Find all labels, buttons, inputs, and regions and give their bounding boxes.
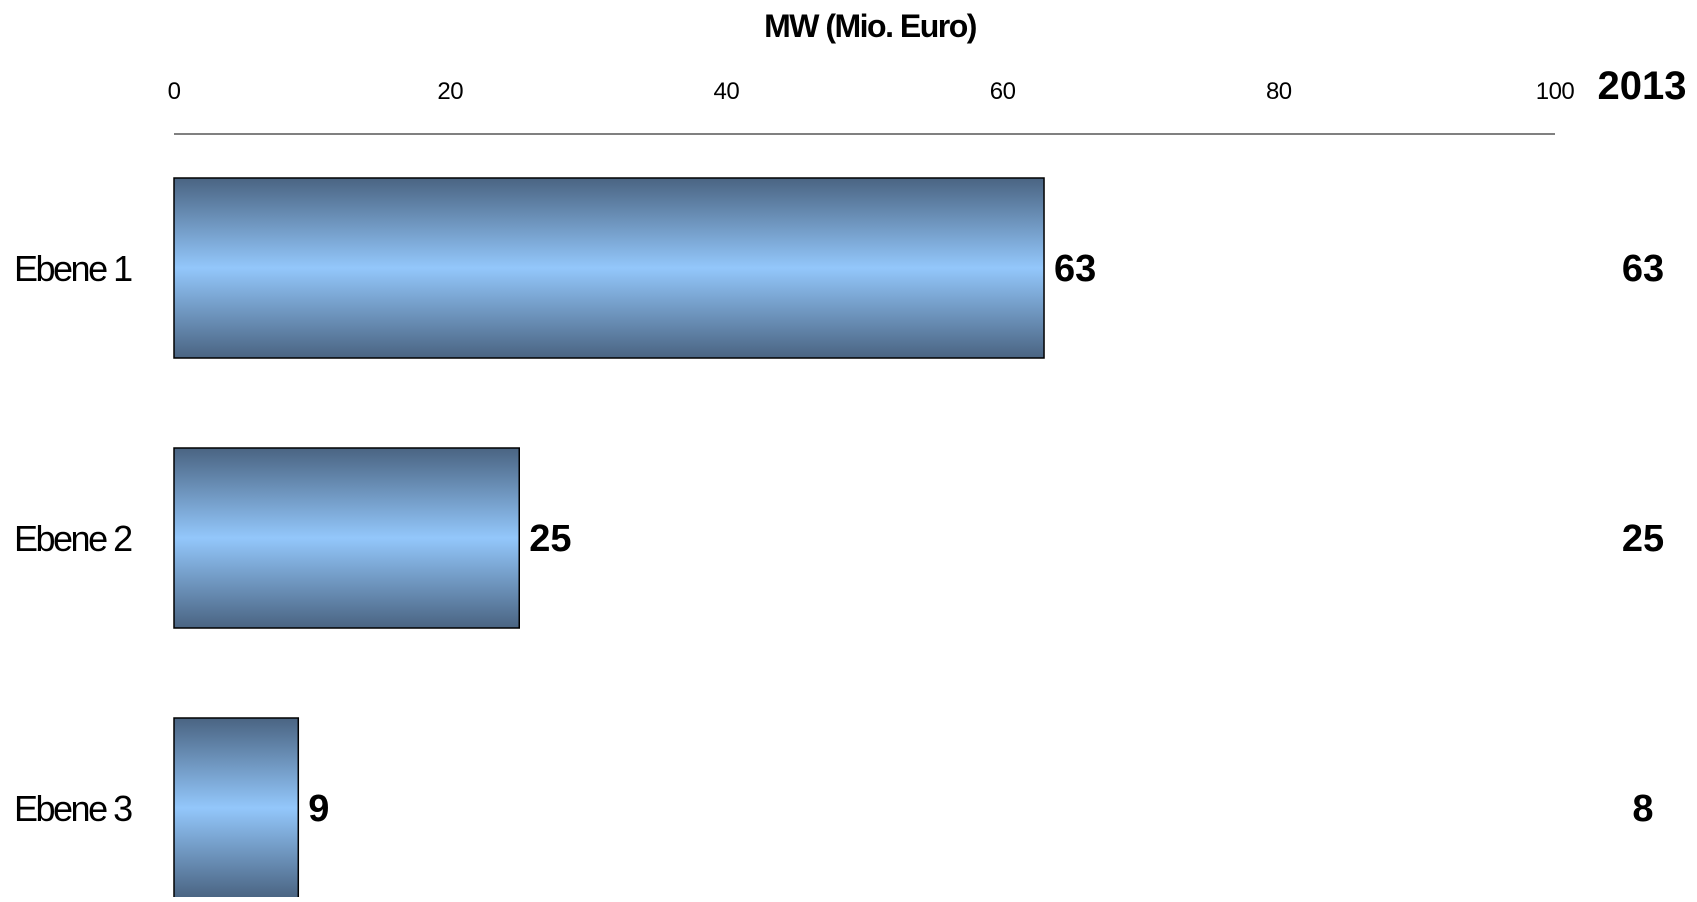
side-column-value: 8 xyxy=(1632,788,1653,830)
bar xyxy=(173,447,520,629)
side-column-value: 63 xyxy=(1622,248,1664,290)
x-tick-label: 60 xyxy=(990,78,1016,105)
category-label: Ebene 1 xyxy=(14,248,132,289)
bar xyxy=(173,177,1045,359)
category-label: Ebene 3 xyxy=(14,788,132,829)
x-axis: 0 20 40 60 80 100 xyxy=(168,78,1575,135)
x-tick-label: 0 xyxy=(168,78,181,105)
x-tick-label: 100 xyxy=(1536,78,1575,105)
side-column-value: 25 xyxy=(1622,518,1664,560)
x-tick-label: 20 xyxy=(437,78,463,105)
side-column-header: 2013 xyxy=(1598,64,1687,108)
x-tick-label: 80 xyxy=(1266,78,1292,105)
side-column: 2013 63 25 8 xyxy=(1598,64,1687,830)
bar-value-label: 63 xyxy=(1054,248,1096,290)
bar-value-label: 9 xyxy=(308,788,329,830)
bar-value-label: 25 xyxy=(529,518,571,560)
category-label: Ebene 2 xyxy=(14,518,132,559)
bars: Ebene 1 63 Ebene 2 25 Ebene 3 9 xyxy=(14,177,1096,899)
x-tick-label: 40 xyxy=(714,78,740,105)
bar xyxy=(173,717,300,899)
chart-title: MW (Mio. Euro) xyxy=(764,8,977,44)
